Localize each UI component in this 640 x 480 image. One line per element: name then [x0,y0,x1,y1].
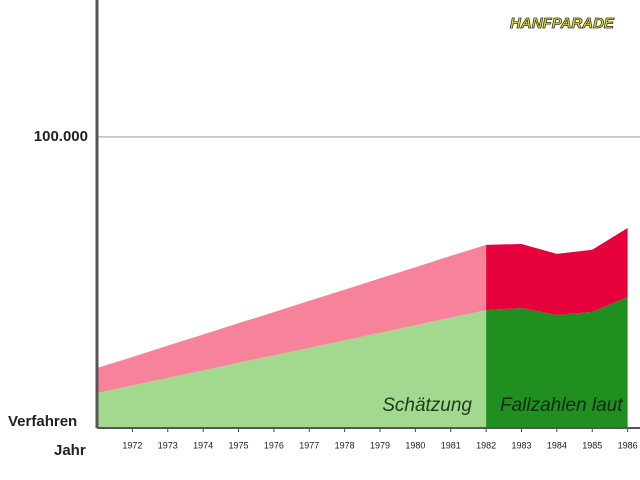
x-tick-label: 1985 [582,440,602,450]
area [97,310,487,428]
x-tick-label: 1974 [193,440,213,450]
annotation: Fallzahlen laut [500,395,623,416]
x-tick-label: 1978 [335,440,355,450]
x-tick-label: 1980 [405,440,425,450]
x-tick-label: 1982 [476,440,496,450]
x-tick-label: 1984 [547,440,567,450]
x-tick-label: 1983 [511,440,531,450]
area [97,244,487,394]
x-tick-label: 1973 [158,440,178,450]
logo: HANFPARADE [510,15,615,32]
x-axis-label: Jahr [54,442,86,459]
x-tick-label: 1981 [441,440,461,450]
x-tick-label: 1975 [228,440,248,450]
y-tick-label: 100.000 [34,128,88,145]
x-tick-label: 1986 [618,440,638,450]
x-tick-label: 1976 [264,440,284,450]
x-tick-label: 1977 [299,440,319,450]
annotation: Schätzung [382,395,472,416]
x-tick-label: 1979 [370,440,390,450]
x-tick-label: 1972 [122,440,142,450]
area [486,227,628,316]
y-axis-label: Verfahren [8,413,77,430]
area [486,296,628,428]
